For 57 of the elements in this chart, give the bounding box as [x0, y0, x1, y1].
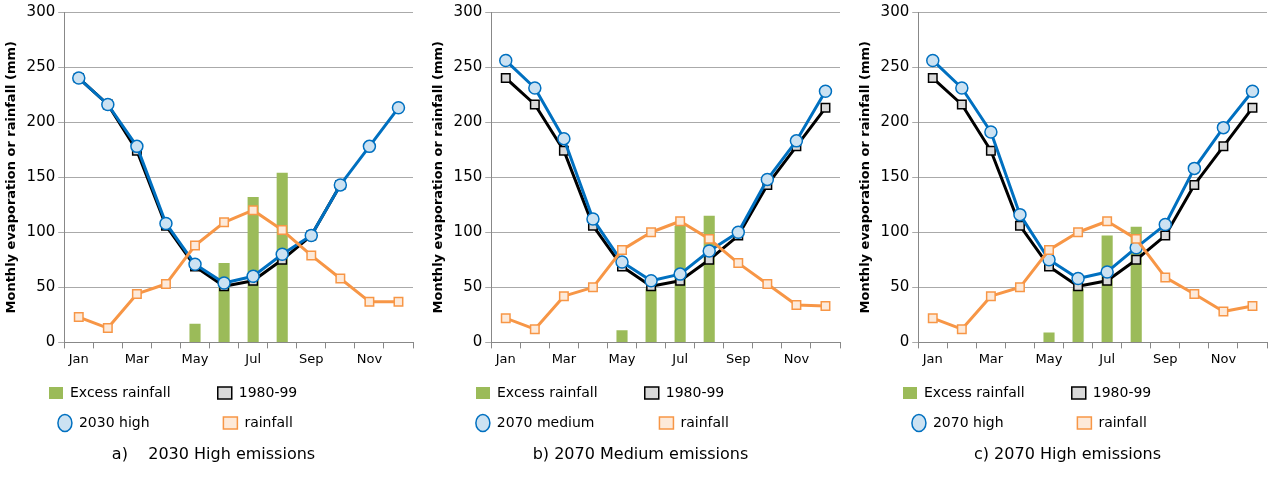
x-tick-label: Nov	[783, 350, 810, 366]
y-tick-label: 100	[453, 222, 483, 241]
y-tick-label: 200	[880, 112, 910, 131]
x-tick-label: Sep	[726, 350, 751, 366]
y-tick-label: 50	[36, 277, 56, 296]
y-axis-title: Monthly evaporation or rainfall (mm)	[3, 40, 19, 314]
y-tick-label: 250	[880, 56, 910, 75]
y-tick-label: 150	[26, 167, 56, 186]
x-tick-label: May	[1035, 350, 1063, 366]
x-tick-label: Sep	[299, 350, 324, 366]
x-tick-label: Mar	[124, 350, 150, 366]
legend-label: rainfall	[244, 413, 356, 430]
legend-label: 1980-99	[1092, 383, 1219, 400]
legend-label: 2030 high	[78, 413, 208, 430]
x-tick-label: Jul	[244, 350, 261, 366]
text: c) 2070 High emissions	[973, 444, 1162, 463]
y-tick-label: 100	[26, 222, 56, 241]
legend-label: rainfall	[1098, 413, 1210, 430]
y-tick-label: 0	[45, 332, 56, 351]
legend-label: Excess rainfall	[923, 383, 1056, 400]
x-tick-label: Jul	[1098, 350, 1115, 366]
legend-label: Excess rainfall	[69, 383, 202, 400]
x-tick-label: Jan	[494, 350, 516, 366]
legend-label: 2070 medium	[496, 413, 644, 430]
y-tick-label: 200	[26, 112, 56, 131]
y-tick-label: 250	[453, 56, 483, 75]
y-tick-label: 300	[880, 1, 910, 20]
legend-label: rainfall	[680, 413, 792, 430]
y-axis-title: Monthly evaporation or rainfall (mm)	[430, 40, 446, 314]
x-tick-label: May	[181, 350, 209, 366]
text: a) 2030 High emissions	[111, 444, 316, 463]
legend-label: 1980-99	[238, 383, 365, 400]
y-tick-label: 300	[453, 1, 483, 20]
x-tick-label: Nov	[1210, 350, 1237, 366]
y-tick-label: 0	[472, 332, 483, 351]
x-tick-label: Sep	[1153, 350, 1178, 366]
y-tick-label: 0	[899, 332, 910, 351]
x-tick-label: Jul	[671, 350, 688, 366]
x-tick-label: Jan	[921, 350, 943, 366]
y-tick-label: 250	[26, 56, 56, 75]
legend-label: Excess rainfall	[496, 383, 629, 400]
x-tick-label: May	[608, 350, 636, 366]
y-tick-label: 150	[880, 167, 910, 186]
y-tick-label: 50	[890, 277, 910, 296]
y-tick-label: 50	[463, 277, 483, 296]
x-tick-label: Jan	[67, 350, 89, 366]
legend-label: 1980-99	[665, 383, 792, 400]
y-tick-label: 300	[26, 1, 56, 20]
x-tick-label: Nov	[356, 350, 383, 366]
x-tick-label: Mar	[978, 350, 1004, 366]
x-tick-label: Mar	[551, 350, 577, 366]
legend-label: 2070 high	[932, 413, 1062, 430]
y-tick-label: 200	[453, 112, 483, 131]
text: b) 2070 Medium emissions	[532, 444, 749, 463]
y-axis-title: Monthly evaporation or rainfall (mm)	[857, 40, 873, 314]
y-tick-label: 150	[453, 167, 483, 186]
y-tick-label: 100	[880, 222, 910, 241]
